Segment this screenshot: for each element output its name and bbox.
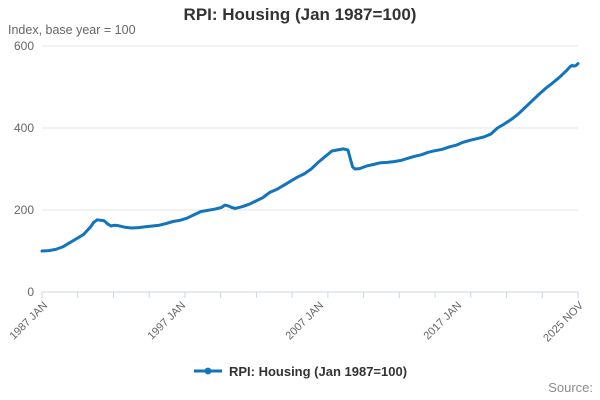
legend-label: RPI: Housing (Jan 1987=100)	[228, 363, 408, 379]
y-tick-label: 200	[14, 203, 34, 217]
y-tick-label: 0	[27, 285, 34, 299]
legend-item-rpi-housing[interactable]: RPI: Housing (Jan 1987=100)	[193, 364, 407, 379]
x-tick-label: 2017 JAN	[422, 300, 465, 343]
legend-dot	[204, 367, 212, 375]
series-line-rpi-housing[interactable]	[40, 62, 580, 253]
legend: RPI: Housing (Jan 1987=100)	[0, 363, 600, 381]
y-tick-label: 600	[14, 39, 34, 53]
x-tick-label: 2007 JAN	[284, 300, 327, 343]
line-dot-icon	[193, 367, 222, 375]
y-axis-unit-label: Index, base year = 100	[8, 23, 136, 37]
source-label: Source:	[548, 380, 593, 395]
x-tick-label: 2025 NOV	[541, 299, 586, 344]
x-tick-label: 1997 JAN	[145, 300, 188, 343]
chart-title: RPI: Housing (Jan 1987=100)	[183, 5, 417, 24]
chart-plot-area: 0 200 400 600 1987 JAN 1997 JAN 2007 JAN 2017 J…	[7, 39, 586, 344]
y-tick-label: 400	[14, 121, 34, 135]
x-tick-label: 1987 JAN	[7, 300, 50, 343]
